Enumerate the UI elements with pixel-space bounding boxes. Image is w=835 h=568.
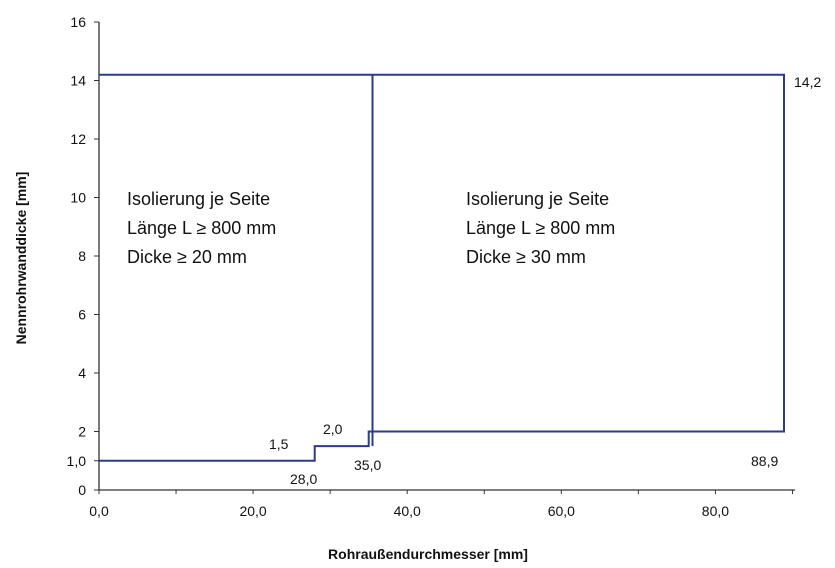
region-right-line-1: Isolierung je Seite (466, 189, 609, 209)
label-1-5: 1,5 (269, 436, 289, 452)
series-layer (99, 73, 785, 462)
label-35-0: 35,0 (354, 457, 381, 473)
label-88-9: 88,9 (751, 453, 778, 469)
label-28-0: 28,0 (290, 471, 317, 487)
x-tick-label: 80,0 (702, 503, 729, 519)
y-tick-label: 6 (78, 307, 86, 323)
y-tick-label: 4 (78, 365, 86, 381)
label-14-2: 14,2 (794, 74, 821, 90)
region-left-line-1: Isolierung je Seite (127, 189, 270, 209)
y-axis-title: Nennrohrwanddicke [mm] (13, 172, 29, 345)
region-left-line-3: Dicke ≥ 20 mm (127, 247, 247, 267)
series-line-1 (99, 73, 785, 462)
y-tick-label: 1,0 (67, 453, 87, 469)
x-axis-title: Rohraußendurchmesser [mm] (328, 546, 528, 562)
y-tick-label: 2 (78, 424, 86, 440)
x-tick-label: 0,0 (89, 503, 109, 519)
region-right-line-2: Länge L ≥ 800 mm (466, 218, 615, 238)
x-tick-label: 40,0 (394, 503, 421, 519)
y-tick-label: 0 (78, 482, 86, 498)
y-tick-label: 14 (70, 73, 86, 89)
y-tick-label: 8 (78, 248, 86, 264)
y-tick-label: 10 (70, 190, 86, 206)
y-tick-label: 16 (70, 14, 86, 30)
region-left-line-2: Länge L ≥ 800 mm (127, 218, 276, 238)
x-tick-label: 20,0 (239, 503, 266, 519)
y-tick-label: 12 (70, 131, 86, 147)
y-ticks: 0 1,0 2 4 6 8 10 12 14 16 (67, 14, 99, 498)
x-tick-label: 60,0 (548, 503, 575, 519)
x-ticks: 0,0 20,0 40,0 60,0 80,0 (89, 490, 793, 519)
region-right-line-3: Dicke ≥ 30 mm (466, 247, 586, 267)
label-2-0: 2,0 (323, 421, 343, 437)
